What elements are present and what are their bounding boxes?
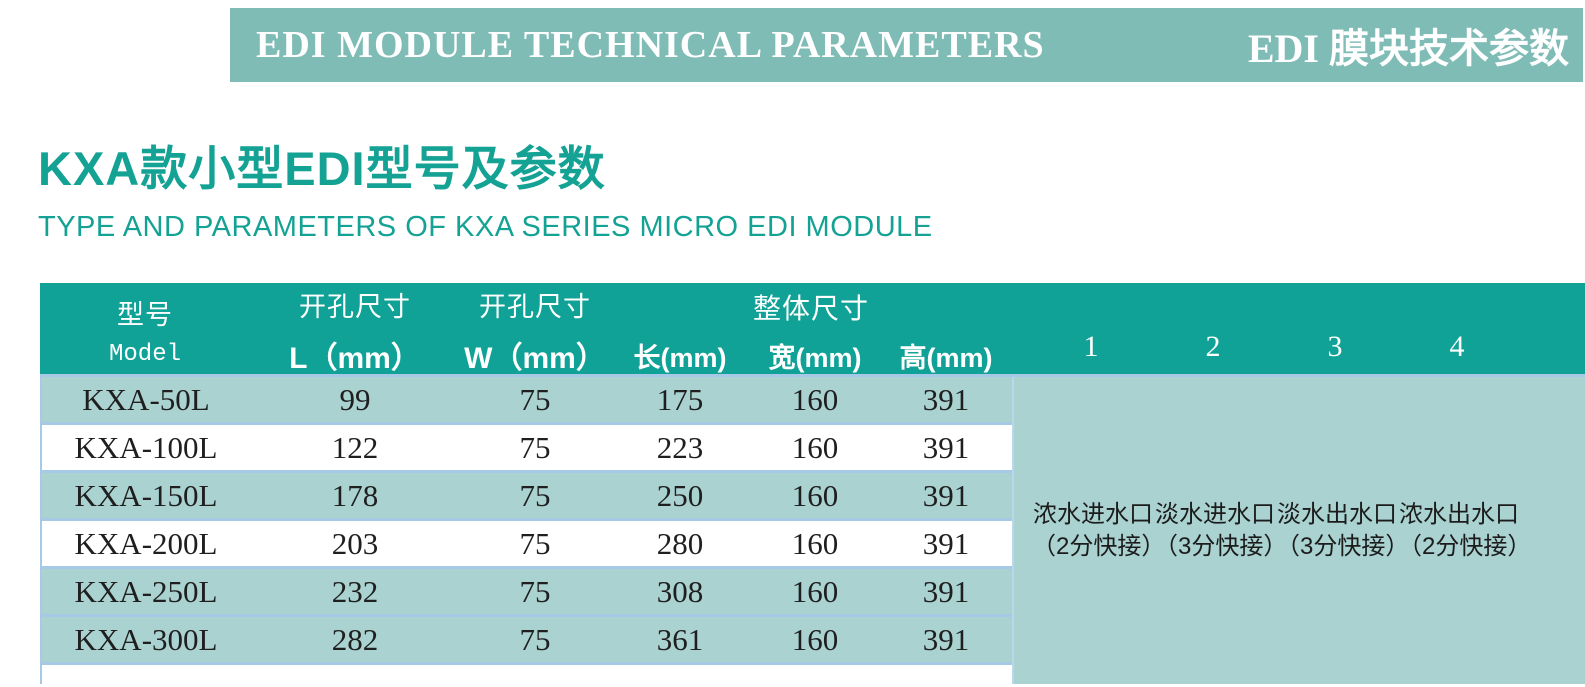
hole-l-cell: 282 bbox=[331, 621, 379, 657]
table-row: KXA-150L 178 75 250 160 391 bbox=[42, 473, 1012, 521]
height-cell: 391 bbox=[922, 525, 970, 561]
model-cell: KXA-250L bbox=[74, 573, 218, 609]
port-number-4: 4 bbox=[1449, 330, 1465, 363]
header-width-label: 宽(mm) bbox=[768, 342, 862, 373]
width-cell: 160 bbox=[791, 525, 839, 561]
height-cell: 391 bbox=[922, 429, 970, 465]
model-cell: KXA-200L bbox=[74, 525, 218, 561]
table-row: KXA-300L 282 75 361 160 391 bbox=[42, 617, 1012, 665]
port-name: 浓水进水口 bbox=[1033, 501, 1153, 529]
hole-l-cell: 99 bbox=[339, 381, 371, 417]
port-name: 淡水进水口 bbox=[1155, 501, 1275, 529]
port-name: 淡水出水口 bbox=[1277, 501, 1397, 529]
hole-l-cell: 232 bbox=[331, 573, 379, 609]
header-col-hole-w: 开孔尺寸 W（mm） bbox=[460, 283, 610, 375]
header-model-en: Model bbox=[108, 341, 181, 368]
hole-w-cell: 75 bbox=[519, 477, 551, 513]
hole-w-cell: 75 bbox=[519, 429, 551, 465]
width-cell: 160 bbox=[791, 573, 839, 609]
header-overall-label: 整体尺寸 bbox=[752, 292, 869, 324]
header-hole-w-zh: 开孔尺寸 bbox=[479, 291, 591, 322]
port-number-2: 2 bbox=[1205, 330, 1221, 363]
model-cell: KXA-300L bbox=[74, 621, 218, 657]
table-row: KXA-50L 99 75 175 160 391 bbox=[42, 377, 1012, 425]
model-cell: KXA-150L bbox=[74, 477, 218, 513]
hole-w-cell: 75 bbox=[519, 621, 551, 657]
width-cell: 160 bbox=[791, 429, 839, 465]
table-body-ports: 浓水进水口 （2分快接） 淡水进水口 （3分快接） 淡水出水口 （3分快接） 浓… bbox=[1012, 377, 1585, 684]
height-cell: 391 bbox=[922, 381, 970, 417]
table-row: KXA-250L 232 75 308 160 391 bbox=[42, 569, 1012, 617]
header-group-overall: 整体尺寸 长(mm) 宽(mm) 高(mm) bbox=[610, 283, 1012, 374]
banner-title-english: EDI MODULE TECHNICAL PARAMETERS bbox=[256, 24, 1045, 66]
spec-table: 型号 Model 开孔尺寸 L（mm） 开孔尺寸 W（mm） 整体尺寸 长(mm… bbox=[40, 283, 1585, 687]
width-cell: 160 bbox=[791, 381, 839, 417]
header-col-hole-l: 开孔尺寸 L（mm） bbox=[250, 283, 460, 375]
width-cell: 160 bbox=[791, 621, 839, 657]
header-port-numbers: 1 2 3 4 bbox=[1012, 283, 1585, 374]
port-spec: （3分快接） bbox=[1154, 532, 1288, 560]
header-height-label: 高(mm) bbox=[899, 342, 993, 373]
header-overall-subcolumns: 长(mm) 宽(mm) 高(mm) bbox=[610, 336, 1012, 375]
width-cell: 160 bbox=[791, 477, 839, 513]
model-cell: KXA-100L bbox=[74, 429, 218, 465]
port-description-4: 浓水出水口 （2分快接） bbox=[1398, 499, 1532, 561]
header-length-label: 长(mm) bbox=[633, 342, 727, 373]
port-name: 浓水出水口 bbox=[1399, 501, 1519, 529]
hole-w-cell: 75 bbox=[519, 525, 551, 561]
port-spec: （2分快接） bbox=[1032, 532, 1166, 560]
section-title: KXA款小型EDI型号及参数 bbox=[38, 142, 606, 195]
page-banner: EDI MODULE TECHNICAL PARAMETERS EDI 膜块技术… bbox=[230, 8, 1583, 82]
hole-w-cell: 75 bbox=[519, 381, 551, 417]
port-spec: （3分快接） bbox=[1276, 532, 1410, 560]
model-cell: KXA-50L bbox=[82, 381, 210, 417]
header-hole-l-en: L（mm） bbox=[289, 341, 421, 375]
table-body-dimensions: KXA-50L 99 75 175 160 391 KXA-100L 122 7… bbox=[40, 377, 1012, 684]
hole-l-cell: 203 bbox=[331, 525, 379, 561]
length-cell: 175 bbox=[656, 381, 704, 417]
length-cell: 223 bbox=[656, 429, 704, 465]
header-hole-w-en: W（mm） bbox=[464, 341, 606, 375]
section-subtitle: TYPE AND PARAMETERS OF KXA SERIES MICRO … bbox=[38, 211, 933, 243]
hole-l-cell: 122 bbox=[331, 429, 379, 465]
port-spec: （2分快接） bbox=[1398, 532, 1532, 560]
ports-grid: 浓水进水口 （2分快接） 淡水进水口 （3分快接） 淡水出水口 （3分快接） 浓… bbox=[1014, 499, 1585, 561]
length-cell: 280 bbox=[656, 525, 704, 561]
height-cell: 391 bbox=[922, 621, 970, 657]
hole-w-cell: 75 bbox=[519, 573, 551, 609]
table-row: KXA-200L 203 75 280 160 391 bbox=[42, 521, 1012, 569]
table-body: KXA-50L 99 75 175 160 391 KXA-100L 122 7… bbox=[40, 377, 1585, 684]
port-description-2: 淡水进水口 （3分快接） bbox=[1154, 499, 1288, 561]
port-number-3: 3 bbox=[1327, 330, 1343, 363]
header-hole-l-zh: 开孔尺寸 bbox=[299, 291, 411, 322]
port-description-3: 淡水出水口 （3分快接） bbox=[1276, 499, 1410, 561]
hole-l-cell: 178 bbox=[331, 477, 379, 513]
header-model-zh: 型号 bbox=[117, 300, 173, 330]
table-header: 型号 Model 开孔尺寸 L（mm） 开孔尺寸 W（mm） 整体尺寸 长(mm… bbox=[40, 283, 1585, 377]
header-col-model: 型号 Model bbox=[40, 283, 250, 374]
port-number-1: 1 bbox=[1083, 330, 1099, 363]
length-cell: 250 bbox=[656, 477, 704, 513]
length-cell: 361 bbox=[656, 621, 704, 657]
length-cell: 308 bbox=[656, 573, 704, 609]
table-row: KXA-100L 122 75 223 160 391 bbox=[42, 425, 1012, 473]
height-cell: 391 bbox=[922, 573, 970, 609]
port-description-1: 浓水进水口 （2分快接） bbox=[1032, 499, 1166, 561]
banner-title-chinese: EDI 膜块技术参数 bbox=[1247, 26, 1569, 71]
height-cell: 391 bbox=[922, 477, 970, 513]
